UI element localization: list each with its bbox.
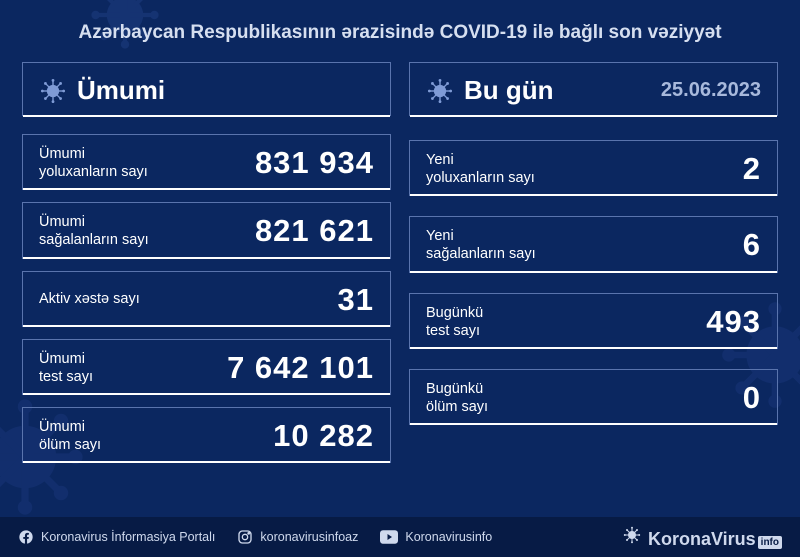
facebook-icon: [18, 529, 34, 545]
stat-label: Aktiv xəstə sayı: [39, 290, 140, 308]
stat-value: 6: [743, 227, 761, 263]
today-header: Bu gün 25.06.2023: [409, 62, 778, 116]
stat-row: Bugünkütest sayı 493: [409, 293, 778, 349]
stat-row: Ümumitest sayı 7 642 101: [22, 339, 391, 395]
brand-suffix: info: [758, 536, 782, 549]
footer-instagram: koronavirusinfoaz: [237, 529, 358, 545]
footer-youtube: Koronavirusinfo: [380, 530, 492, 544]
total-header: Ümumi: [22, 62, 391, 116]
footer-youtube-text: Koronavirusinfo: [405, 530, 492, 544]
stat-value: 7 642 101: [227, 350, 374, 386]
stat-label: Bugünküölüm sayı: [426, 380, 488, 416]
virus-icon: [426, 77, 454, 105]
footer: Koronavirus İnformasiya Portalı koronavi…: [0, 517, 800, 557]
stat-label: Bugünkütest sayı: [426, 304, 483, 340]
footer-brand: KoronaVirus info: [622, 525, 782, 550]
stat-value: 31: [338, 282, 374, 318]
stat-row: Bugünküölüm sayı 0: [409, 369, 778, 425]
footer-facebook-text: Koronavirus İnformasiya Portalı: [41, 530, 215, 544]
stat-label: Yeniyoluxanların sayı: [426, 151, 535, 187]
page-title: Azərbaycan Respublikasının ərazisində CO…: [0, 22, 800, 44]
stat-label: Ümumisağalanların sayı: [39, 213, 149, 249]
stat-row: Yenisağalanların sayı 6: [409, 216, 778, 272]
brand-main-text: KoronaVirus: [648, 529, 756, 550]
youtube-icon: [380, 530, 398, 544]
today-heading: Bu gün: [464, 75, 554, 106]
today-rows: Yeniyoluxanların sayı 2 Yenisağalanların…: [409, 140, 778, 425]
stat-value: 493: [706, 304, 761, 340]
virus-icon: [39, 77, 67, 105]
stat-row: Yeniyoluxanların sayı 2: [409, 140, 778, 196]
brand-virus-icon: [622, 525, 642, 545]
today-column: Bu gün 25.06.2023 Yeniyoluxanların sayı …: [409, 62, 778, 463]
stat-value: 821 621: [255, 213, 374, 249]
stat-row: Aktiv xəstə sayı 31: [22, 271, 391, 327]
footer-facebook: Koronavirus İnformasiya Portalı: [18, 529, 215, 545]
stat-value: 2: [743, 151, 761, 187]
stat-row: Ümumiyoluxanların sayı 831 934: [22, 134, 391, 190]
stat-label: Ümumitest sayı: [39, 350, 93, 386]
total-rows: Ümumiyoluxanların sayı 831 934 Ümumisağa…: [22, 134, 391, 463]
instagram-icon: [237, 529, 253, 545]
total-column: Ümumi Ümumiyoluxanların sayı 831 934 Ümu…: [22, 62, 391, 463]
report-date: 25.06.2023: [661, 79, 761, 102]
stat-label: Yenisağalanların sayı: [426, 227, 536, 263]
stat-value: 831 934: [255, 145, 374, 181]
stat-label: Ümumiyoluxanların sayı: [39, 145, 148, 181]
stat-row: Ümumiölüm sayı 10 282: [22, 407, 391, 463]
stat-value: 10 282: [273, 418, 374, 454]
stat-label: Ümumiölüm sayı: [39, 418, 101, 454]
stat-value: 0: [743, 380, 761, 416]
stat-row: Ümumisağalanların sayı 821 621: [22, 202, 391, 258]
footer-instagram-text: koronavirusinfoaz: [260, 530, 358, 544]
total-heading: Ümumi: [77, 75, 165, 106]
stats-columns: Ümumi Ümumiyoluxanların sayı 831 934 Ümu…: [22, 62, 778, 463]
